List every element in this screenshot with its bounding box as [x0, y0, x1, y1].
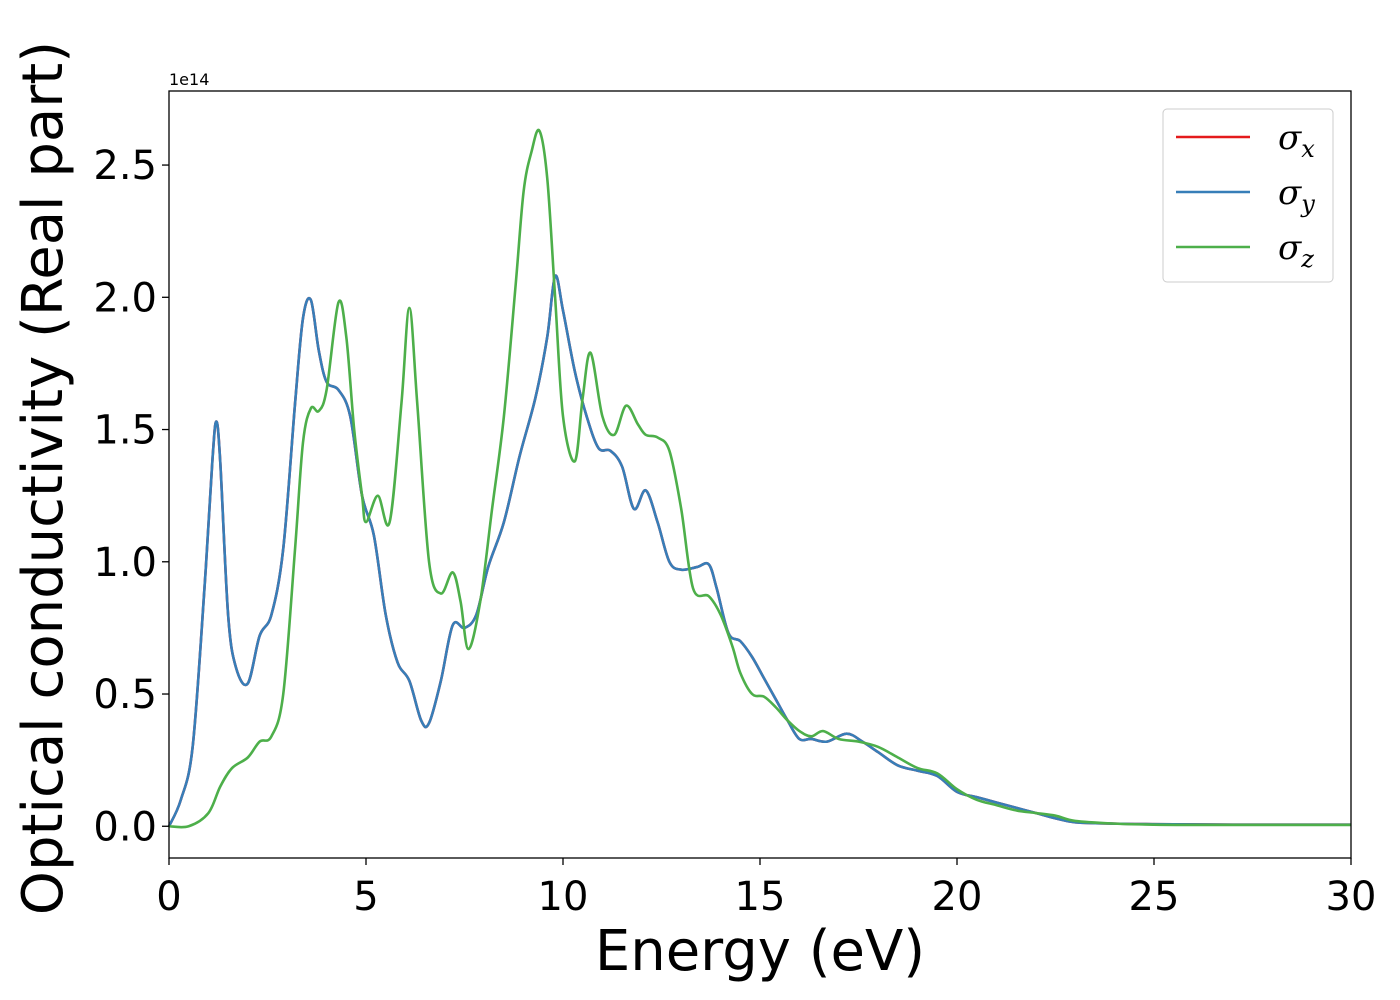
- x-tick-label: 15: [735, 874, 786, 920]
- y-tick-label: 2.5: [93, 143, 157, 189]
- x-tick-label: 0: [156, 874, 181, 920]
- legend-label-x: σx: [1278, 118, 1315, 163]
- legend: σx σy σz: [1162, 108, 1334, 283]
- plot-background: [169, 91, 1351, 858]
- y-tick-label: 1.0: [93, 540, 157, 586]
- series-layer: [167, 128, 1351, 829]
- y-axis: 0.0 0.5 1.0 1.5 2.0 2.5: [93, 143, 169, 850]
- x-tick-label: 5: [353, 874, 378, 920]
- y-tick-label: 0.0: [93, 804, 157, 850]
- x-axis: 0 5 10 15 20 25 30: [156, 858, 1376, 920]
- legend-label-z: σz: [1278, 228, 1314, 273]
- series-line-y: [167, 274, 1351, 827]
- legend-box: [1162, 108, 1334, 283]
- x-axis-title: Energy (eV): [595, 919, 925, 984]
- x-tick-label: 30: [1326, 874, 1377, 920]
- y-tick-label: 0.5: [93, 672, 157, 718]
- x-tick-label: 25: [1129, 874, 1180, 920]
- legend-label-y: σy: [1278, 173, 1315, 218]
- series-line-z: [168, 128, 1351, 829]
- y-axis-title: Optical conductivity (Real part): [11, 41, 76, 915]
- y-tick-label: 2.0: [93, 275, 157, 321]
- x-tick-label: 20: [932, 874, 983, 920]
- x-tick-label: 10: [538, 874, 589, 920]
- y-tick-label: 1.5: [93, 408, 157, 454]
- y-offset-label: 1e14: [169, 70, 209, 89]
